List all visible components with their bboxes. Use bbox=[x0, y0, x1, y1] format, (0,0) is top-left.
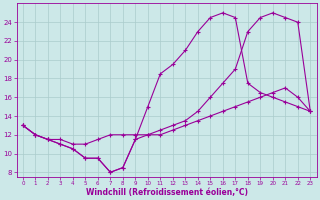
X-axis label: Windchill (Refroidissement éolien,°C): Windchill (Refroidissement éolien,°C) bbox=[85, 188, 248, 197]
